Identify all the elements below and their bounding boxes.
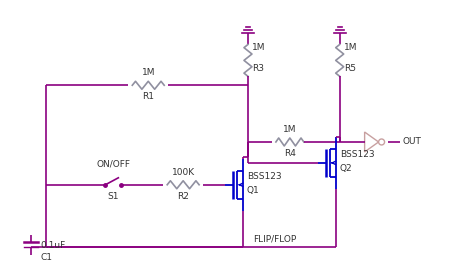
Text: R4: R4: [284, 149, 296, 158]
Text: BSS123: BSS123: [340, 150, 374, 159]
Text: 1M: 1M: [344, 44, 357, 52]
Text: BSS123: BSS123: [247, 172, 282, 181]
Text: ON/OFF: ON/OFF: [96, 160, 130, 169]
Text: R2: R2: [177, 192, 189, 201]
Text: 0.1uF: 0.1uF: [41, 241, 66, 250]
Text: S1: S1: [108, 192, 119, 201]
Text: Q1: Q1: [247, 186, 260, 195]
Text: 1M: 1M: [142, 68, 155, 77]
Text: 1M: 1M: [252, 44, 265, 52]
Text: R5: R5: [344, 64, 356, 73]
Text: R3: R3: [252, 64, 264, 73]
Text: R1: R1: [142, 92, 154, 101]
Text: OUT: OUT: [402, 138, 421, 147]
Text: FLIP/FLOP: FLIP/FLOP: [253, 235, 296, 244]
Text: 1M: 1M: [283, 125, 297, 134]
Text: 100K: 100K: [172, 168, 195, 177]
Text: C1: C1: [41, 253, 53, 262]
Text: Q2: Q2: [340, 164, 352, 173]
